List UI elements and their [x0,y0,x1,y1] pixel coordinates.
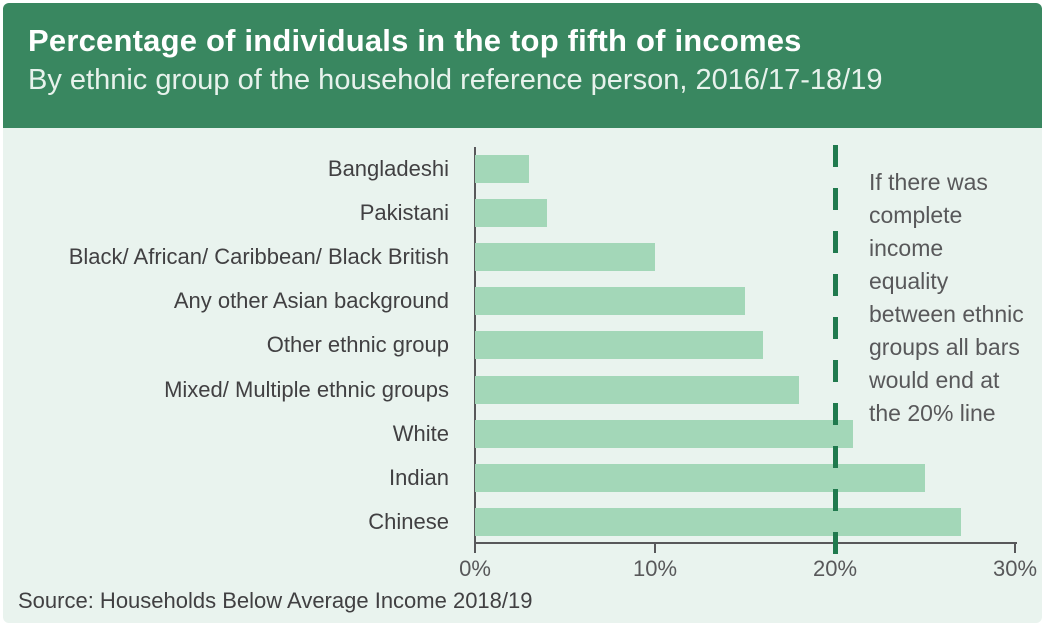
x-axis-tick-label: 0% [459,556,491,581]
x-axis-tick-label: 30% [992,556,1038,581]
category-label: Mixed/ Multiple ethnic groups [164,376,449,402]
category-label: Indian [389,464,449,490]
category-label: White [392,420,449,446]
bar [475,331,763,360]
x-axis-tick [474,544,476,553]
bar [475,155,529,183]
x-axis-tick [1014,544,1016,553]
annotation-line: between ethnic [869,301,1024,327]
reference-line-20pct [832,145,838,557]
category-label: Pakistani [359,200,449,226]
annotation-line: If there was [869,169,988,195]
category-label: Any other Asian background [173,288,449,314]
bar [475,287,745,316]
bar [475,463,925,492]
chart-subtitle: By ethnic group of the household referen… [28,64,883,96]
category-label: Other ethnic group [266,332,449,358]
annotation-line: would end at [869,367,1000,393]
x-axis-tick-label: 20% [812,556,858,581]
bar [475,419,853,448]
annotation-line: the 20% line [869,400,996,426]
annotation-line: complete [869,202,963,228]
annotation-line: income [869,235,944,261]
chart-title: Percentage of individuals in the top fif… [28,23,802,58]
x-axis-tick [654,544,656,553]
category-label: Bangladeshi [327,156,449,181]
bar [475,507,961,536]
category-label: Chinese [368,508,449,534]
bar [475,199,547,228]
x-axis-line [474,542,1017,544]
annotation-text: If there was complete income equality betwee… [869,166,1045,430]
bar [475,243,655,272]
source-text: Source: Households Below Average Income … [18,588,533,613]
bar-chart: Bangladeshi Pakistani Black/ African/ Cari… [3,128,1042,623]
x-axis-tick-label: 10% [632,556,678,581]
bar [475,375,799,404]
annotation-line: equality [869,268,949,294]
chart-header: Percentage of individuals in the top fif… [3,3,1042,128]
category-label: Black/ African/ Caribbean/ Black British [68,244,449,270]
annotation-line: groups all bars [869,334,1020,360]
